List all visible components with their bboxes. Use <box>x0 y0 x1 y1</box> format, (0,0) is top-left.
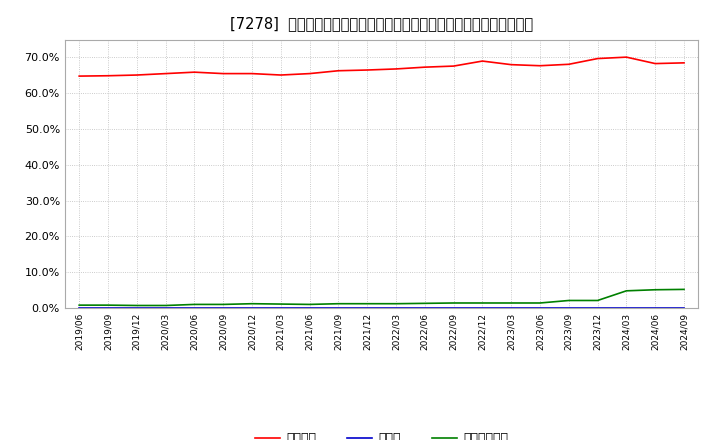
繰延税金資産 <box>132 303 141 308</box>
自己資本 <box>420 65 429 70</box>
のれん <box>449 305 458 311</box>
繰延税金資産 <box>536 301 544 306</box>
のれん <box>564 305 573 311</box>
自己資本 <box>132 73 141 78</box>
自己資本 <box>190 70 199 75</box>
のれん <box>536 305 544 311</box>
自己資本 <box>507 62 516 67</box>
のれん <box>651 305 660 311</box>
Title: [7278]  自己資本、のれん、繰延税金資産の総資産に対する比率の推移: [7278] 自己資本、のれん、繰延税金資産の総資産に対する比率の推移 <box>230 16 534 32</box>
繰延税金資産 <box>248 301 256 306</box>
自己資本 <box>622 55 631 60</box>
のれん <box>219 305 228 311</box>
繰延税金資産 <box>276 301 285 307</box>
自己資本 <box>651 61 660 66</box>
自己資本 <box>449 63 458 69</box>
自己資本 <box>161 71 170 76</box>
のれん <box>248 305 256 311</box>
のれん <box>305 305 314 311</box>
自己資本 <box>276 73 285 78</box>
のれん <box>276 305 285 311</box>
自己資本 <box>248 71 256 76</box>
のれん <box>75 305 84 311</box>
のれん <box>392 305 400 311</box>
のれん <box>593 305 602 311</box>
繰延税金資産 <box>564 298 573 303</box>
Legend: 自己資本, のれん, 繰延税金資産: 自己資本, のれん, 繰延税金資産 <box>250 427 513 440</box>
自己資本 <box>680 60 688 66</box>
のれん <box>104 305 112 311</box>
Line: 繰延税金資産: 繰延税金資産 <box>79 290 684 305</box>
のれん <box>334 305 343 311</box>
のれん <box>680 305 688 311</box>
繰延税金資産 <box>190 302 199 307</box>
自己資本 <box>219 71 228 76</box>
自己資本 <box>564 62 573 67</box>
繰延税金資産 <box>363 301 372 306</box>
繰延税金資産 <box>392 301 400 306</box>
繰延税金資産 <box>75 302 84 308</box>
自己資本 <box>593 56 602 61</box>
のれん <box>161 305 170 311</box>
のれん <box>478 305 487 311</box>
繰延税金資産 <box>104 302 112 308</box>
のれん <box>363 305 372 311</box>
のれん <box>420 305 429 311</box>
自己資本 <box>334 68 343 73</box>
繰延税金資産 <box>478 301 487 306</box>
自己資本 <box>75 73 84 79</box>
自己資本 <box>536 63 544 68</box>
繰延税金資産 <box>651 287 660 293</box>
繰延税金資産 <box>420 301 429 306</box>
Line: 自己資本: 自己資本 <box>79 57 684 76</box>
自己資本 <box>363 67 372 73</box>
自己資本 <box>478 59 487 64</box>
繰延税金資産 <box>622 288 631 293</box>
繰延税金資産 <box>334 301 343 306</box>
繰延税金資産 <box>219 302 228 307</box>
のれん <box>622 305 631 311</box>
自己資本 <box>305 71 314 76</box>
のれん <box>190 305 199 311</box>
繰延税金資産 <box>593 298 602 303</box>
繰延税金資産 <box>161 303 170 308</box>
繰延税金資産 <box>305 302 314 307</box>
繰延税金資産 <box>449 301 458 306</box>
のれん <box>507 305 516 311</box>
自己資本 <box>104 73 112 78</box>
自己資本 <box>392 66 400 72</box>
繰延税金資産 <box>680 287 688 292</box>
のれん <box>132 305 141 311</box>
繰延税金資産 <box>507 301 516 306</box>
